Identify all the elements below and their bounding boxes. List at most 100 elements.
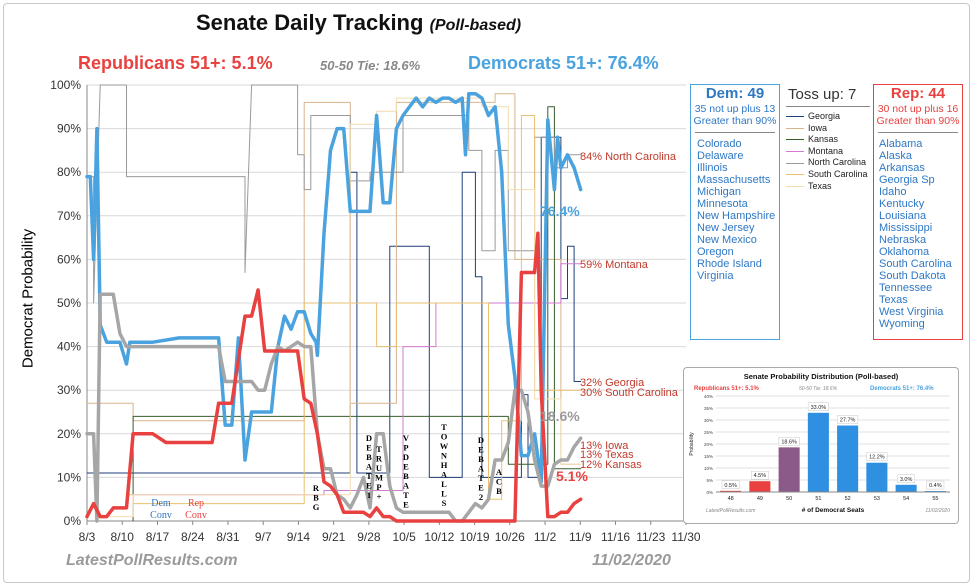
series-line-50-50-tie — [85, 292, 583, 523]
tossup-legend-item: Texas — [786, 181, 870, 193]
inset-bar — [837, 425, 859, 492]
legend-label: North Carolina — [808, 157, 867, 168]
state-item: Wyoming — [879, 318, 925, 330]
inset-bar — [866, 462, 888, 492]
y-tick-label: 30% — [57, 383, 81, 397]
inset-value-box — [751, 470, 769, 480]
state-item: South Carolina — [879, 258, 952, 270]
x-tick-label: 9/28 — [357, 530, 381, 544]
inset-y-tick-label: 15% — [704, 454, 713, 459]
legend-label: Montana — [808, 145, 844, 156]
y-tick-label: 20% — [57, 427, 81, 441]
state-item: Nebraska — [879, 234, 927, 246]
x-tick-label: 9/7 — [255, 530, 272, 544]
y-tick-label: 50% — [57, 296, 81, 310]
rep-seats-box: Rep: 44 30 not up plus 16 Greater than 9… — [873, 84, 963, 340]
inset-value-label: 0.5% — [724, 483, 737, 489]
x-tick-label: 8/24 — [181, 530, 205, 544]
tossup-legend-item: North Carolina — [786, 157, 870, 169]
legend-swatch — [786, 151, 804, 153]
inset-y-tick-label: 35% — [704, 406, 713, 411]
inset-bar — [807, 412, 829, 492]
state-item: New Hampshire — [697, 210, 776, 222]
state-end-label: 12% Kansas — [580, 459, 642, 471]
distribution-chart: Senate Probability Distribution (Poll-ba… — [689, 372, 950, 514]
tossup-box: Toss up: 7 Georgia Iowa Kansas Montana North… — [786, 86, 870, 192]
inset-x-tick-label: 50 — [786, 496, 792, 502]
dem-box-subtitle: 35 not up plus 13 Greater than 90% — [693, 103, 777, 127]
legend-label: South Carolina — [808, 168, 868, 179]
legend-swatch — [786, 174, 804, 176]
inset-footer-site: LatestPollResults.com — [706, 508, 755, 514]
dem-seats-box: Dem: 49 35 not up plus 13 Greater than 9… — [690, 84, 780, 340]
inset-bar — [749, 481, 771, 492]
x-tick-label: 11/30 — [671, 530, 700, 544]
x-tick-label: 10/19 — [460, 530, 490, 544]
inset-y-label: Probability — [689, 432, 695, 456]
inset-value-label: 3.0% — [900, 477, 913, 483]
inset-value-box — [721, 480, 740, 490]
democrats-summary: Democrats 51+: 76.4% — [468, 53, 659, 73]
state-item: Michigan — [697, 186, 742, 198]
series-line-texas — [99, 97, 582, 518]
state-item: Kentucky — [879, 198, 925, 210]
inset-dem-summary: Democrats 51+: 76.4% — [870, 386, 934, 392]
x-tick-label: 10/26 — [495, 530, 525, 544]
state-item: Massachusetts — [697, 174, 771, 186]
state-end-label: 84% North Carolina — [580, 151, 677, 163]
inset-value-label: 4.5% — [754, 473, 767, 479]
inset-x-tick-label: 51 — [815, 496, 821, 502]
event-label: Conv — [185, 510, 207, 521]
event-label: T R U M P + — [375, 444, 383, 502]
distribution-inset: Senate Probability Distribution (Poll-ba… — [683, 367, 959, 524]
state-end-label: 13% Texas — [580, 449, 634, 461]
state-item: Rhode Island — [697, 258, 762, 270]
x-tick-label: 10/12 — [424, 530, 454, 544]
legend-swatch — [786, 116, 804, 118]
inset-x-tick-label: 54 — [903, 496, 909, 502]
state-item: Delaware — [697, 150, 744, 162]
tossup-header: Toss up: 7 — [788, 86, 857, 103]
inset-x-label: # of Democrat Seats — [802, 507, 865, 514]
tossup-legend-item: Montana — [786, 146, 870, 158]
inset-value-label: 33.0% — [811, 405, 827, 411]
state-item: Tennessee — [879, 282, 933, 294]
inset-x-tick-label: 55 — [932, 496, 938, 502]
inset-value-box — [778, 437, 800, 446]
y-tick-label: 70% — [57, 209, 81, 223]
inset-x-tick-label: 52 — [845, 496, 851, 502]
tossup-legend: Georgia Iowa Kansas Montana North Carolina So… — [786, 111, 870, 192]
inset-value-box — [926, 480, 945, 490]
legend-swatch — [786, 185, 804, 187]
state-end-label: 13% Iowa — [580, 440, 629, 452]
inset-y-tick-label: 5% — [706, 478, 713, 483]
legend-label: Iowa — [808, 122, 828, 133]
rep-box-subtitle: 30 not up plus 16 Greater than 90% — [876, 103, 960, 127]
inset-value-label: 0.4% — [929, 483, 942, 489]
x-tick-label: 8/17 — [146, 530, 170, 544]
x-tick-label: 11/9 — [569, 530, 592, 544]
legend-swatch — [786, 162, 804, 164]
dem-states-list: Colorado Delaware Illinois Massachusetts Mic… — [691, 138, 779, 282]
state-item: Alabama — [879, 138, 923, 150]
dem-box-header: Dem: 49 — [705, 85, 765, 102]
chart-title: Senate Daily Tracking (Poll-based) — [196, 10, 522, 35]
state-item: Louisiana — [879, 210, 927, 222]
state-item: Oregon — [697, 246, 734, 258]
event-label: Conv — [150, 510, 172, 521]
inset-bar — [720, 490, 742, 492]
state-item: Colorado — [697, 138, 742, 150]
inset-bar — [895, 484, 917, 492]
state-item: New Mexico — [697, 234, 757, 246]
inset-value-box — [897, 474, 915, 484]
inset-y-tick-label: 0% — [706, 490, 713, 495]
series-line-kansas — [132, 106, 582, 522]
republicans-summary: Republicans 51+: 5.1% — [78, 53, 273, 73]
